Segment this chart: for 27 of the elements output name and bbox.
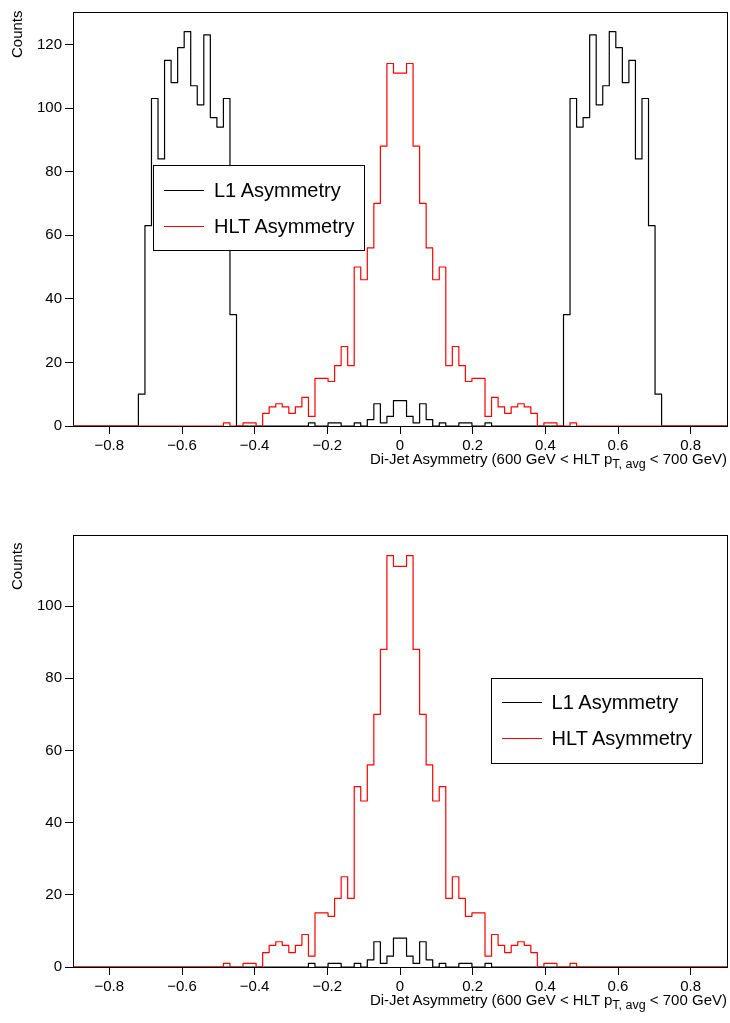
legend-label: HLT Asymmetry (551, 727, 692, 751)
y-tick-label: 80 (45, 161, 62, 179)
legend-label: HLT Asymmetry (214, 214, 355, 238)
y-tick-label: 60 (45, 225, 62, 243)
legend-label: L1 Asymmetry (551, 691, 679, 715)
x-tick-label: −0.8 (94, 977, 125, 995)
y-axis-title: Counts (8, 542, 25, 590)
y-tick-label: 20 (45, 884, 62, 902)
y-axis-title: Counts (8, 10, 25, 58)
x-tick-label: −0.2 (312, 436, 343, 454)
y-tick-label: 40 (45, 288, 62, 306)
y-tick-label: 100 (36, 596, 62, 614)
legend-label: L1 Asymmetry (214, 178, 341, 202)
y-tick-label: 0 (53, 957, 62, 975)
x-tick-label: −0.4 (239, 977, 270, 995)
y-tick-label: 20 (45, 352, 62, 370)
y-tick-label: 120 (36, 34, 62, 52)
y-tick-label: 100 (36, 98, 62, 116)
x-tick-label: −0.8 (94, 436, 125, 454)
y-tick-label: 40 (45, 812, 62, 830)
x-tick-label: −0.6 (167, 436, 197, 454)
x-tick-label: −0.2 (312, 977, 343, 995)
x-tick-label: −0.4 (239, 436, 270, 454)
y-tick-label: 60 (45, 740, 62, 758)
x-tick-label: −0.6 (167, 977, 197, 995)
y-tick-label: 80 (45, 668, 62, 686)
y-tick-label: 0 (53, 416, 62, 434)
